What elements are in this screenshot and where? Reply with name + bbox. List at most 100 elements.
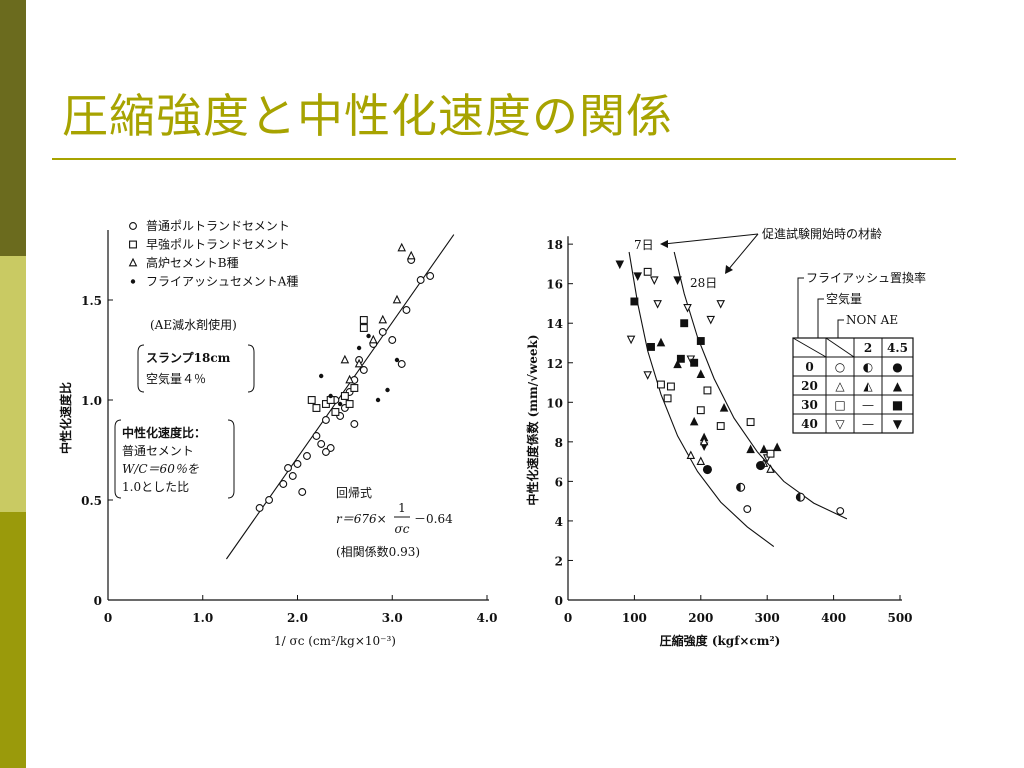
right-legend-table [792, 337, 914, 434]
right-air-title: 空気量 [826, 291, 862, 306]
right-y-tick-label: 0 [555, 594, 563, 608]
right-curve-7-day [628, 251, 775, 548]
left-data-point [356, 345, 362, 351]
right-data-point [716, 300, 726, 309]
left-data-point [416, 276, 425, 284]
left-data-point [331, 408, 340, 416]
right-table-col-head: 4.5 [887, 341, 908, 355]
left-data-point [359, 366, 368, 374]
right-y-tick-label: 8 [555, 436, 563, 450]
right-data-point [689, 416, 699, 426]
right-data-point [686, 450, 696, 460]
right-data-point [766, 449, 775, 458]
left-data-point [385, 387, 390, 393]
left-data-point [318, 373, 324, 379]
left-data-point [397, 242, 407, 252]
left-data-point [378, 328, 387, 336]
right-data-point [647, 342, 655, 351]
right-age-title: 促進試験開始時の材齢 [762, 226, 882, 241]
right-table-col-head: 2 [864, 341, 872, 355]
left-data-point [350, 420, 359, 428]
right-x-tick-label: 0 [564, 611, 572, 625]
left-regression-title: 回帰式 [336, 486, 372, 500]
left-data-point [321, 448, 330, 456]
right-x-tick-label: 500 [887, 611, 912, 625]
left-data-point [394, 357, 400, 363]
left-legend-marker [129, 222, 137, 230]
right-data-point [643, 267, 652, 276]
left-legend-label: 普通ポルトランドセメント [146, 219, 290, 233]
right-air-connector [817, 298, 824, 340]
left-note-slump: スランプ18cm [146, 350, 231, 365]
right-data-point [756, 461, 766, 471]
title-underline [52, 158, 956, 160]
right-data-point [703, 386, 712, 395]
left-regression-corr: (相関係数0.93) [336, 544, 420, 559]
right-data-point [836, 507, 845, 515]
right-table-cell-marker: ■ [892, 398, 903, 412]
right-table-cell-marker: △ [835, 379, 845, 393]
sidebar-stripe-middle [0, 256, 26, 512]
right-data-point [653, 300, 662, 309]
right-table-cell-marker: ○ [835, 360, 845, 374]
left-bracket-open-2 [114, 419, 122, 499]
right-table-cell-marker: ◭ [863, 379, 873, 393]
right-age-arrowhead-7 [660, 240, 668, 248]
left-data-point [426, 272, 435, 280]
left-legend-label: 高炉セメントB種 [146, 255, 239, 270]
right-table-cell-marker: — [862, 417, 874, 431]
left-data-point [402, 306, 411, 314]
left-data-point [265, 496, 274, 504]
left-y-axis-label: 中性化速度比 [58, 382, 73, 454]
left-bracket-close [247, 344, 255, 393]
right-data-point [696, 369, 706, 378]
left-regression-r: r＝676× [336, 512, 387, 526]
left-regression-line [225, 234, 455, 560]
left-note-ratio-1: 中性化速度比： [122, 425, 206, 440]
right-data-point [683, 304, 692, 313]
right-data-point [615, 260, 625, 270]
left-data-point [321, 416, 330, 424]
right-table-row-head: 40 [801, 417, 818, 431]
left-data-point [307, 396, 316, 404]
right-table-cell-marker: ◐ [863, 360, 873, 374]
left-x-tick-label: 2.0 [287, 611, 308, 625]
right-y-tick-label: 4 [555, 515, 563, 529]
left-x-axis-label: 1/ σc (cm²/kg×10⁻³) [274, 634, 396, 648]
right-label-28-day: 28日 [690, 276, 717, 290]
left-note-ratio-3: W/C＝60％を [122, 462, 199, 476]
right-data-point [699, 436, 709, 446]
right-flyash-title: フライアッシュ置換率 [806, 270, 926, 285]
left-data-point [388, 336, 397, 344]
left-x-tick-label: 4.0 [477, 611, 498, 625]
left-legend-marker [128, 257, 138, 267]
right-data-point [706, 315, 716, 325]
right-data-point [743, 505, 752, 514]
left-data-point [354, 358, 364, 368]
left-data-point [359, 316, 368, 324]
right-x-axis-label: 圧縮強度 (kgf×cm²) [660, 633, 781, 648]
right-y-tick-label: 2 [555, 554, 563, 568]
left-regression-denominator: σc [395, 522, 410, 536]
left-data-point [298, 488, 307, 496]
right-x-tick-label: 400 [821, 611, 846, 625]
right-data-point [766, 464, 775, 473]
left-data-point [288, 472, 297, 480]
left-note-ae: (AE減水剤使用) [150, 317, 237, 332]
right-data-point [643, 371, 652, 380]
right-table-cell-marker: — [862, 398, 874, 412]
left-data-point [312, 404, 321, 412]
right-table-row-head: 30 [801, 398, 818, 412]
right-data-point [772, 442, 782, 452]
right-data-point [702, 464, 712, 475]
left-note-ratio-2: 普通セメント [122, 444, 194, 458]
left-data-point [303, 452, 311, 460]
right-x-tick-label: 200 [688, 611, 713, 625]
right-data-point [716, 422, 725, 430]
left-x-tick-label: 3.0 [382, 611, 403, 625]
left-legend-marker [130, 279, 136, 284]
left-data-point [284, 464, 292, 472]
right-table-diagonal [792, 337, 827, 358]
